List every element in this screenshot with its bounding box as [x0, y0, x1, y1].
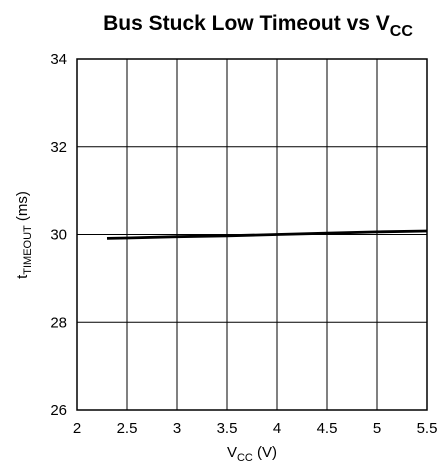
y-tick-label: 28 — [50, 314, 67, 331]
y-axis-label-main: t — [14, 274, 31, 279]
series-layer — [106, 229, 428, 240]
chart-title-subscript: CC — [390, 23, 414, 40]
y-tick-label: 26 — [50, 402, 67, 419]
series-line-0 — [106, 229, 428, 240]
x-tick-label: 2.5 — [117, 420, 138, 437]
y-tick-label: 30 — [50, 227, 67, 244]
x-tick-label: 5.5 — [417, 420, 438, 437]
y-tick-labels: 26 28 30 32 34 — [50, 51, 67, 419]
x-axis-label: VCC (V) — [227, 444, 277, 464]
x-tick-labels: 2 2.5 3 3.5 4 4.5 5 5.5 — [73, 420, 438, 437]
x-axis-label-subscript: CC — [237, 452, 253, 464]
x-tick-label: 3 — [173, 420, 181, 437]
chart-title-main: Bus Stuck Low Timeout vs V — [103, 12, 390, 35]
x-tick-label: 4.5 — [317, 420, 338, 437]
y-axis-label: tTIMEOUT (ms) — [14, 191, 34, 279]
chart-title: Bus Stuck Low Timeout vs VCC — [103, 12, 413, 40]
x-axis-label-suffix: (V) — [253, 444, 277, 461]
x-tick-label: 5 — [373, 420, 381, 437]
y-axis-label-suffix: (ms) — [14, 191, 31, 225]
x-tick-label: 4 — [273, 420, 281, 437]
x-tick-label: 2 — [73, 420, 81, 437]
y-tick-label: 32 — [50, 139, 67, 156]
y-tick-label: 34 — [50, 51, 67, 68]
x-axis-label-main: V — [227, 444, 237, 461]
y-axis-label-subscript: TIMEOUT — [22, 225, 34, 275]
x-tick-label: 3.5 — [217, 420, 238, 437]
plot-frame — [76, 58, 428, 411]
